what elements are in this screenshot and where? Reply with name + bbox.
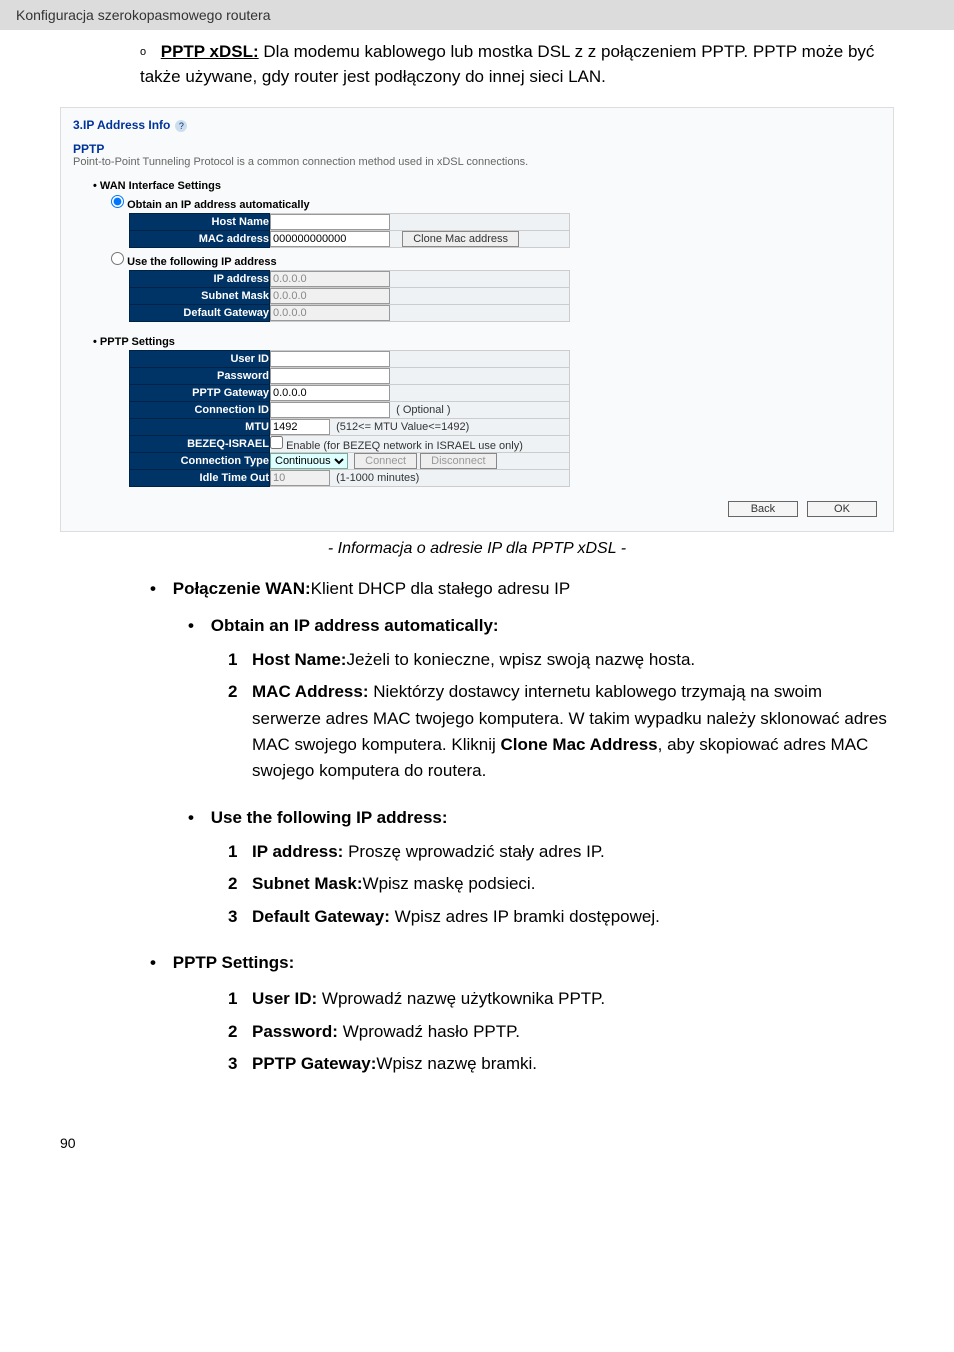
host-name-input[interactable] [270,214,390,230]
page-number: 90 [0,1135,954,1151]
table-row: Idle Time Out (1-1000 minutes) [130,470,570,487]
table-row: Subnet Mask [130,288,570,305]
pptp-subtext: Point-to-Point Tunneling Protocol is a c… [73,156,877,168]
radio-auto[interactable] [111,195,124,208]
wan-conn-text: Klient DHCP dla stałego adresu IP [311,579,571,598]
table-row: Default Gateway [130,305,570,322]
intro-block: o PPTP xDSL: Dla modemu kablowego lub mo… [0,30,954,107]
table-row: Connection ID ( Optional ) [130,402,570,419]
table-row: Connection Type Continuous Connect Disco… [130,453,570,470]
pptp-heading: PPTP [73,142,877,156]
wan-conn-label: Połączenie WAN: [173,579,311,598]
radio-static-row: Use the following IP address [111,252,877,268]
ok-button[interactable]: OK [807,501,877,517]
pass-label: Password [130,368,270,385]
page-header: Konfiguracja szerokopasmowego routera [0,0,954,30]
config-panel: 3.IP Address Info ? PPTP Point-to-Point … [60,107,894,532]
list-item: 3 Default Gateway: Wpisz adres IP bramki… [228,904,894,930]
doc-content: Połączenie WAN:Klient DHCP dla stałego a… [0,576,954,1111]
list-item: 1 IP address: Proszę wprowadzić stały ad… [228,839,894,865]
list-item: 1 User ID: Wprowadź nazwę użytkownika PP… [228,986,894,1012]
gw-input [270,305,390,321]
ip-input [270,271,390,287]
connid-input[interactable] [270,402,390,418]
mac-input[interactable] [270,231,390,247]
list-item: 3 PPTP Gateway:Wpisz nazwę bramki. [228,1051,894,1077]
pptpgw-label: PPTP Gateway [130,385,270,402]
pptp-settings-label: • PPTP Settings [93,336,877,348]
doc-use-title: Use the following IP address: [188,805,894,831]
gw-label: Default Gateway [130,305,270,322]
user-label: User ID [130,351,270,368]
intro-title: PPTP xDSL: [161,42,259,61]
static-table: IP address Subnet Mask Default Gateway [129,270,570,322]
list-item: 1 Host Name:Jeżeli to konieczne, wpisz s… [228,647,894,673]
pptpgw-input[interactable] [270,385,390,401]
pptp-table: User ID Password PPTP Gateway Connection… [129,350,570,487]
radio-static[interactable] [111,252,124,265]
list-item: 2 Subnet Mask:Wpisz maskę podsieci. [228,871,894,897]
list-marker: o [140,45,156,61]
bezeq-note: Enable (for BEZEQ network in ISRAEL use … [286,440,523,452]
doc-pptp-title: PPTP Settings: [150,950,894,976]
clone-mac-button[interactable]: Clone Mac address [402,231,519,247]
mtu-note: (512<= MTU Value<=1492) [336,421,469,433]
ctype-label: Connection Type [130,453,270,470]
user-input[interactable] [270,351,390,367]
table-row: Password [130,368,570,385]
idle-label: Idle Time Out [130,470,270,487]
header-title: Konfiguracja szerokopasmowego routera [16,7,270,23]
list-item: 2 MAC Address: Niektórzy dostawcy intern… [228,679,894,784]
table-row: User ID [130,351,570,368]
table-row: MAC address Clone Mac address [130,231,570,248]
bezeq-checkbox[interactable] [270,436,283,449]
idle-note: (1-1000 minutes) [336,472,419,484]
bezeq-label: BEZEQ-ISRAEL [130,436,270,453]
mtu-label: MTU [130,419,270,436]
doc-obtain-title: Obtain an IP address automatically: [188,613,894,639]
subnet-label: Subnet Mask [130,288,270,305]
figure-caption: - Informacja o adresie IP dla PPTP xDSL … [0,540,954,558]
ip-label: IP address [130,271,270,288]
mtu-input[interactable] [270,419,330,435]
mac-label: MAC address [130,231,270,248]
back-button[interactable]: Back [728,501,798,517]
connid-note: ( Optional ) [396,404,450,416]
idle-input [270,470,330,486]
radio-auto-row: Obtain an IP address automatically [111,195,877,211]
pass-input[interactable] [270,368,390,384]
host-name-label: Host Name [130,214,270,231]
subnet-input [270,288,390,304]
ctype-select[interactable]: Continuous [270,453,348,469]
panel-buttons: Back OK [73,501,877,517]
doc-wan-conn: Połączenie WAN:Klient DHCP dla stałego a… [150,576,894,602]
disconnect-button: Disconnect [420,453,496,469]
table-row: MTU (512<= MTU Value<=1492) [130,419,570,436]
list-item: 2 Password: Wprowadź hasło PPTP. [228,1019,894,1045]
help-icon[interactable]: ? [175,120,187,132]
table-row: Host Name [130,214,570,231]
wan-settings-label: • WAN Interface Settings [93,180,877,192]
auto-table: Host Name MAC address Clone Mac address [129,213,570,248]
connect-button: Connect [354,453,417,469]
section-3-title: 3.IP Address Info ? [73,118,877,132]
connid-label: Connection ID [130,402,270,419]
table-row: IP address [130,271,570,288]
table-row: BEZEQ-ISRAEL Enable (for BEZEQ network i… [130,436,570,453]
table-row: PPTP Gateway [130,385,570,402]
